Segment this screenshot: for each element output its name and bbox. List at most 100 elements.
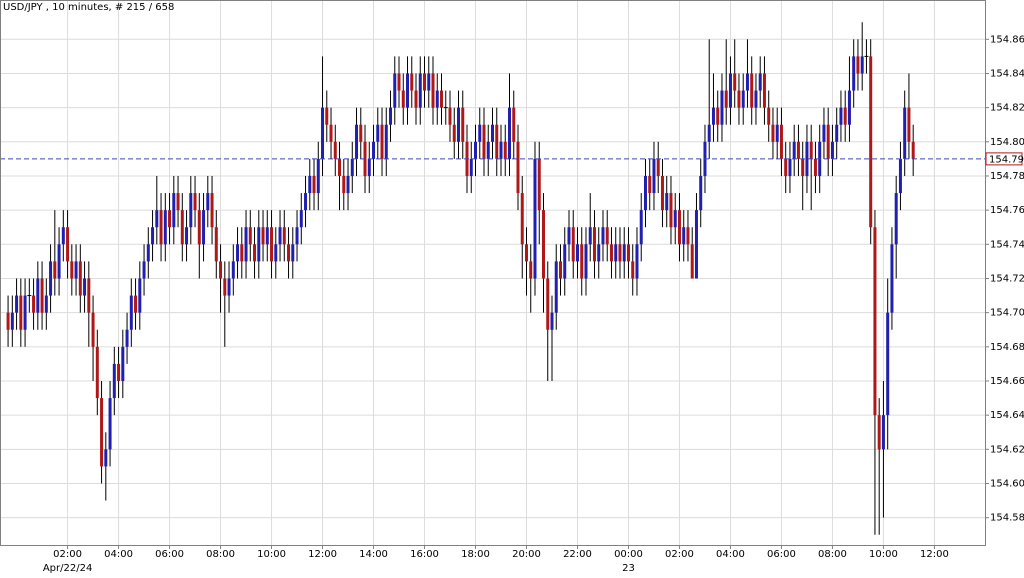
x-tick-label: 08:00	[818, 549, 847, 560]
candle-body	[227, 278, 231, 296]
candle-body	[911, 141, 915, 159]
candle-body	[856, 56, 860, 74]
y-tick-label: 154.78	[990, 171, 1024, 182]
candle-body	[236, 244, 240, 262]
candle-body	[244, 227, 248, 262]
candle-body	[584, 244, 588, 279]
candle-body	[372, 141, 376, 159]
candle-body	[894, 193, 898, 245]
candle-body	[745, 73, 749, 91]
candle-body	[835, 124, 839, 142]
plot-border	[0, 0, 986, 546]
candle-body	[159, 210, 163, 245]
candle-body	[873, 227, 877, 416]
candle-body	[491, 124, 494, 142]
candle-body	[380, 124, 384, 159]
candle-body	[830, 141, 834, 159]
candle-body	[516, 141, 520, 194]
candle-body	[435, 90, 439, 108]
candle-body	[482, 124, 486, 159]
candle-body	[321, 107, 325, 159]
candle-body	[112, 363, 116, 399]
candle-body	[299, 210, 303, 228]
candle-body	[253, 244, 257, 262]
candle-body	[750, 73, 754, 108]
candle-body	[176, 193, 180, 211]
x-tick-label: 02:00	[53, 549, 82, 560]
candle-body	[622, 244, 626, 262]
candle-body	[758, 73, 762, 91]
candle-body	[457, 107, 461, 142]
candle-body	[397, 73, 401, 91]
candle-body	[788, 158, 792, 176]
candle-body	[448, 107, 452, 125]
y-tick-label: 154.76	[990, 205, 1024, 216]
candle-body	[639, 210, 643, 245]
candle-body	[890, 244, 894, 313]
candle-body	[813, 158, 817, 176]
candle-body	[117, 363, 121, 381]
candle-body	[172, 193, 176, 228]
candle-body	[83, 278, 87, 296]
candle-body	[686, 227, 690, 245]
candle-body	[219, 261, 223, 279]
candle-body	[656, 158, 660, 176]
candle-body	[338, 158, 342, 176]
candle-body	[393, 73, 397, 108]
candle-body	[61, 227, 65, 245]
candle-body	[461, 107, 465, 142]
candle-body	[796, 141, 800, 159]
candle-body	[23, 295, 27, 330]
candle-body	[257, 227, 261, 262]
candle-body	[474, 141, 478, 159]
x-tick-label: 00:00	[614, 549, 643, 560]
y-tick-label: 154.62	[990, 444, 1024, 455]
candle-body	[410, 73, 414, 91]
candle-body	[677, 210, 681, 245]
candle-body	[363, 141, 367, 176]
candle-body	[104, 449, 108, 467]
candle-body	[499, 141, 503, 159]
candle-body	[707, 124, 711, 142]
y-tick-label: 154.74	[990, 239, 1024, 250]
date-label: Apr/22/24	[43, 563, 93, 574]
candle-body	[546, 278, 550, 330]
candle-body	[631, 261, 635, 279]
candle-body	[151, 227, 155, 245]
x-tick-label: 08:00	[206, 549, 235, 560]
candle-body	[210, 193, 214, 228]
candle-body	[792, 141, 796, 159]
candle-body	[180, 210, 184, 245]
candle-body	[53, 261, 57, 279]
candle-body	[389, 107, 393, 125]
candle-body	[274, 244, 278, 262]
candle-body	[877, 415, 881, 450]
candle-body	[265, 227, 269, 245]
chart-title: USD/JPY , 10 minutes, # 215 / 658	[3, 2, 174, 13]
candle-body	[720, 90, 724, 125]
candle-body	[784, 158, 788, 176]
candle-body	[537, 158, 541, 211]
candle-body	[771, 124, 775, 142]
x-tick-label: 10:00	[257, 549, 286, 560]
candle-body	[507, 107, 511, 159]
candle-body	[503, 141, 507, 159]
candle-body	[329, 124, 333, 142]
candle-body	[605, 227, 609, 245]
candle-body	[342, 175, 346, 194]
candle-body	[291, 244, 295, 262]
candle-body	[805, 141, 809, 176]
candle-body	[231, 261, 235, 279]
candle-body	[737, 90, 741, 108]
candle-body	[554, 261, 558, 313]
candle-body	[512, 107, 516, 142]
x-tick-label: 04:00	[104, 549, 133, 560]
candle-body	[87, 278, 91, 313]
candle-body	[44, 295, 48, 313]
candle-body	[66, 227, 70, 262]
candle-body	[129, 295, 133, 330]
candle-body	[142, 261, 146, 279]
y-tick-label: 154.80	[990, 137, 1024, 148]
last-price-box	[985, 152, 1023, 166]
candle-body	[626, 244, 630, 262]
